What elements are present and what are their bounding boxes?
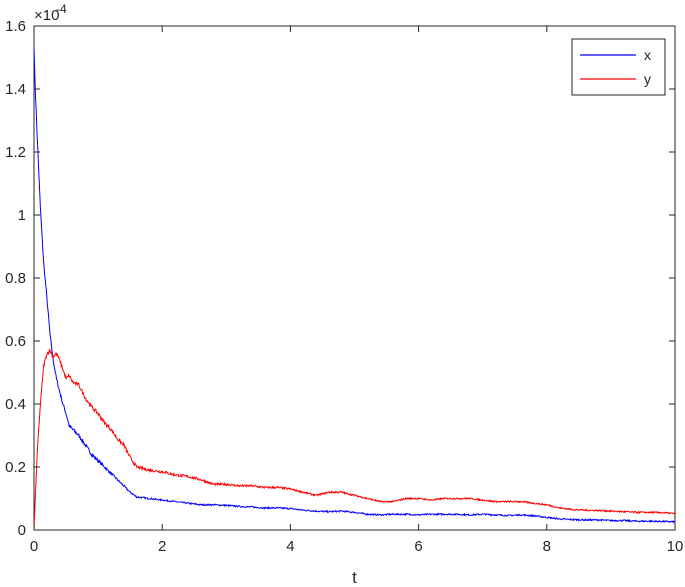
x-tick-label: 6 — [414, 538, 422, 555]
x-tick-label: 8 — [543, 538, 551, 555]
legend: x y — [571, 38, 666, 96]
legend-box — [571, 38, 666, 96]
y-tick-label: 0.2 — [5, 459, 26, 476]
x-tick-label: 0 — [30, 538, 38, 555]
series-line-x — [33, 48, 676, 524]
y-tick-label: 0.8 — [5, 270, 26, 287]
plot-area — [33, 25, 676, 531]
y-tick-label: 1.2 — [5, 144, 26, 161]
legend-label-x: x — [644, 47, 651, 63]
y-tick-label: 0 — [18, 522, 26, 539]
series-line-y — [33, 348, 676, 531]
x-tick-label: 4 — [286, 538, 294, 555]
series-layer — [33, 48, 676, 531]
ticks-layer: 0 2 4 6 8 10 0 0.2 0.4 0.6 0.8 1 1.2 1.4 1.6 — [5, 18, 683, 555]
y-multiplier-exponent: -4 — [56, 2, 67, 16]
y-multiplier-base: ×10 — [34, 7, 59, 24]
y-tick-label: 1 — [18, 207, 26, 224]
legend-label-y: y — [644, 71, 651, 87]
y-tick-label: 1.6 — [5, 18, 26, 35]
x-tick-label: 2 — [158, 538, 166, 555]
x-axis-label: t — [352, 568, 357, 587]
y-tick-label: 1.4 — [5, 81, 26, 98]
y-tick-label: 0.6 — [5, 333, 26, 350]
y-multiplier: ×10 -4 — [34, 2, 67, 24]
x-tick-label: 10 — [667, 538, 684, 555]
y-tick-label: 0.4 — [5, 396, 26, 413]
